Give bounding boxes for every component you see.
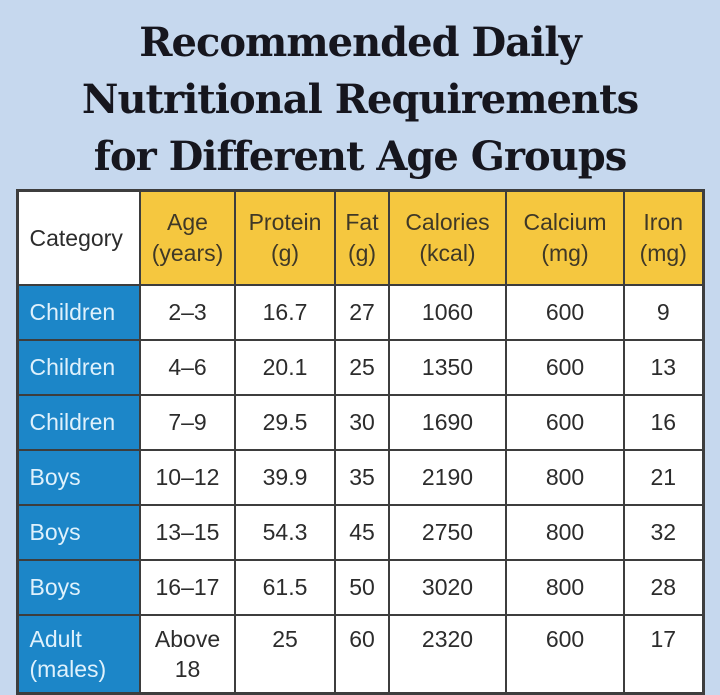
cell-fat: 50 <box>334 559 390 616</box>
header-cell-category: Category <box>16 189 141 286</box>
table-row: Boys 10–12 39.9 35 2190 800 21 <box>16 449 704 506</box>
header-cell-age: Age (years) <box>139 189 236 286</box>
cell-fat: 45 <box>334 504 390 561</box>
header-cell-fat: Fat (g) <box>334 189 390 286</box>
cell-fat: 35 <box>334 449 390 506</box>
table-row: Children 7–9 29.5 30 1690 600 16 <box>16 394 704 451</box>
cell-age: 4–6 <box>139 339 236 396</box>
cell-fat: 30 <box>334 394 390 451</box>
table-row: Adult (males) Above 18 25 60 2320 600 17 <box>16 614 704 695</box>
table-row: Boys 13–15 54.3 45 2750 800 32 <box>16 504 704 561</box>
cell-calories: 2190 <box>388 449 507 506</box>
cell-protein: 25 <box>234 614 336 695</box>
cell-age: 10–12 <box>139 449 236 506</box>
cell-protein: 61.5 <box>234 559 336 616</box>
cell-calories: 1060 <box>388 284 507 341</box>
cell-iron: 28 <box>623 559 704 616</box>
cell-calories: 2750 <box>388 504 507 561</box>
cell-calories: 1690 <box>388 394 507 451</box>
cell-category: Boys <box>16 559 141 616</box>
header-label: Calories <box>405 209 490 235</box>
header-label: Iron <box>643 209 684 235</box>
title-line-3: for Different Age Groups <box>93 133 628 180</box>
header-unit: (mg) <box>639 240 687 266</box>
page-title: Recommended Daily Nutritional Requiremen… <box>0 0 720 185</box>
cell-iron: 16 <box>623 394 704 451</box>
cell-age: 13–15 <box>139 504 236 561</box>
header-unit: (g) <box>347 240 377 266</box>
cell-category: Children <box>16 339 141 396</box>
cell-iron: 9 <box>623 284 704 341</box>
cell-calcium: 600 <box>505 394 625 451</box>
header-label: Protein <box>248 209 322 235</box>
cell-calories: 2320 <box>388 614 507 695</box>
cell-calcium: 800 <box>505 504 625 561</box>
cell-iron: 13 <box>623 339 704 396</box>
cell-iron: 32 <box>623 504 704 561</box>
header-cell-protein: Protein (g) <box>234 189 336 286</box>
cell-calcium: 800 <box>505 449 625 506</box>
cell-iron: 17 <box>623 614 704 695</box>
cell-protein: 20.1 <box>234 339 336 396</box>
title-line-1: Recommended Daily <box>139 19 581 66</box>
cell-calories: 1350 <box>388 339 507 396</box>
table-row: Children 4–6 20.1 25 1350 600 13 <box>16 339 704 396</box>
cell-protein: 16.7 <box>234 284 336 341</box>
header-row: Category Age (years) Protein (g) Fat (g) Ca… <box>16 189 704 286</box>
nutrition-table: Category Age (years) Protein (g) Fat (g) Ca… <box>15 189 705 695</box>
header-unit: (years) <box>151 240 224 266</box>
cell-iron: 21 <box>623 449 704 506</box>
cell-category: Boys <box>16 504 141 561</box>
cell-age: 7–9 <box>139 394 236 451</box>
table-row: Boys 16–17 61.5 50 3020 800 28 <box>16 559 704 616</box>
cell-calcium: 800 <box>505 559 625 616</box>
cell-protein: 29.5 <box>234 394 336 451</box>
header-label: Fat <box>345 209 379 235</box>
cell-calcium: 600 <box>505 339 625 396</box>
cell-category: Children <box>16 284 141 341</box>
cell-protein: 54.3 <box>234 504 336 561</box>
header-cell-calories: Calories (kcal) <box>388 189 507 286</box>
cell-age: 16–17 <box>139 559 236 616</box>
table-row: Children 2–3 16.7 27 1060 600 9 <box>16 284 704 341</box>
cell-fat: 25 <box>334 339 390 396</box>
cell-category: Adult (males) <box>16 614 141 695</box>
cell-age: 2–3 <box>139 284 236 341</box>
cell-calories: 3020 <box>388 559 507 616</box>
header-unit: (g) <box>270 240 300 266</box>
cell-category: Boys <box>16 449 141 506</box>
header-label: Calcium <box>523 209 607 235</box>
title-line-2: Nutritional Requirements <box>81 76 639 123</box>
cell-fat: 60 <box>334 614 390 695</box>
header-label: Age <box>167 209 208 235</box>
cell-age: Above 18 <box>139 614 236 695</box>
header-unit: (mg) <box>541 240 589 266</box>
cell-protein: 39.9 <box>234 449 336 506</box>
header-cell-calcium: Calcium (mg) <box>505 189 625 286</box>
cell-calcium: 600 <box>505 614 625 695</box>
cell-calcium: 600 <box>505 284 625 341</box>
header-unit: (kcal) <box>419 240 476 266</box>
header-cell-iron: Iron (mg) <box>623 189 704 286</box>
cell-category: Children <box>16 394 141 451</box>
cell-fat: 27 <box>334 284 390 341</box>
